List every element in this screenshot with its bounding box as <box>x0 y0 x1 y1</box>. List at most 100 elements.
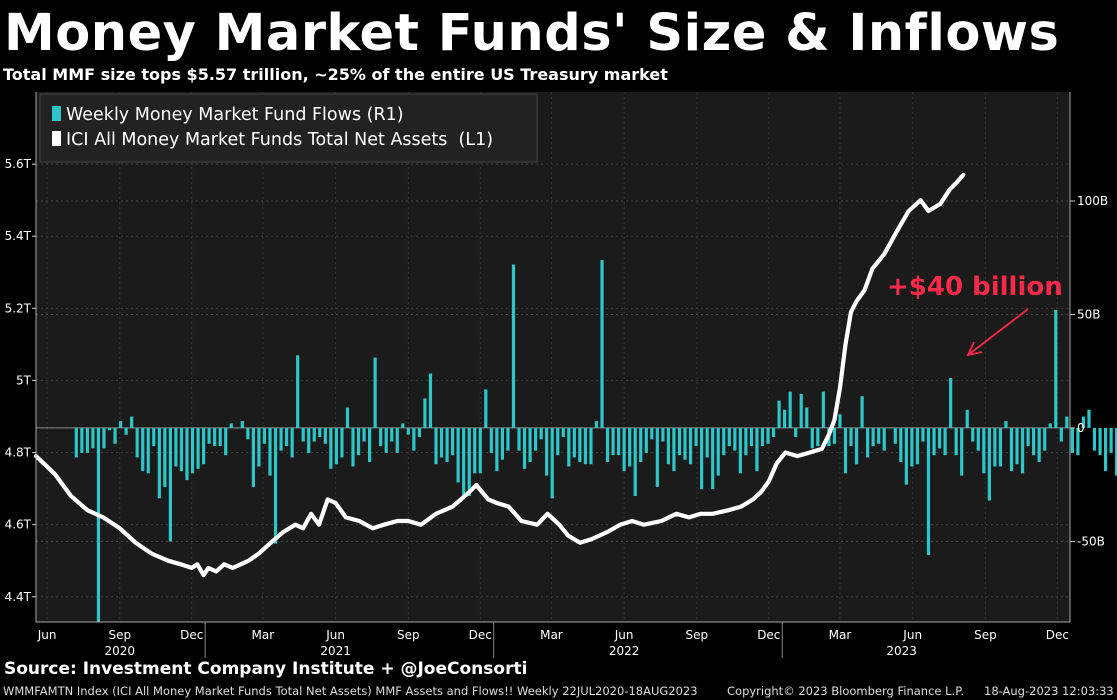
flow-bar <box>201 427 206 465</box>
flow-bar <box>993 427 997 467</box>
x-year-label: 2020 <box>105 644 136 658</box>
flow-bar <box>296 355 300 428</box>
flow-bar <box>113 427 117 444</box>
x-tick-label: Jun <box>325 628 345 642</box>
left-tick-label: 5T <box>16 373 32 387</box>
flow-bar <box>107 427 112 431</box>
flow-bar <box>462 427 466 499</box>
x-year-label: 2021 <box>320 644 351 658</box>
flow-bar <box>766 427 770 444</box>
flow-bar <box>445 427 449 462</box>
flow-bar <box>711 427 715 490</box>
flow-bar <box>600 259 604 428</box>
flow-bar <box>1081 416 1086 428</box>
flow-bar <box>960 427 964 476</box>
left-tick-label: 5.6T <box>5 157 32 171</box>
flow-bar <box>1098 427 1102 456</box>
flow-bar <box>655 427 659 487</box>
flow-bar <box>268 427 272 476</box>
flow-bar <box>500 427 505 460</box>
x-tick-label: Mar <box>540 628 563 642</box>
x-tick-label: Dec <box>469 628 492 642</box>
flow-bar <box>185 427 189 481</box>
flow-bar <box>843 427 848 474</box>
flow-bar <box>561 427 565 438</box>
flow-bar <box>196 427 200 469</box>
flow-bar <box>495 427 499 472</box>
flow-bar <box>755 427 759 472</box>
flow-bar <box>323 427 327 444</box>
flow-bar <box>345 407 350 428</box>
flow-bar <box>594 421 599 428</box>
legend-box <box>39 93 538 163</box>
flow-bar <box>788 391 792 428</box>
flow-bar <box>307 427 311 453</box>
x-tick-label: Sep <box>974 628 997 642</box>
flow-bar <box>893 427 897 444</box>
flow-bar <box>273 427 278 544</box>
flow-bar <box>545 427 549 476</box>
flow-bar <box>367 427 372 462</box>
flow-bar <box>74 427 78 458</box>
chart-subtitle: Total MMF size tops $5.57 trillion, ~25%… <box>3 65 668 84</box>
x-tick-label: Sep <box>108 628 131 642</box>
flow-bar <box>384 427 388 453</box>
flow-bar <box>152 427 156 447</box>
flow-bar <box>251 427 255 487</box>
flow-bar <box>1087 409 1091 428</box>
flow-bar <box>749 427 754 447</box>
right-tick-label: 50B <box>1077 307 1101 321</box>
flow-bar <box>589 427 593 465</box>
flow-bar <box>572 427 576 458</box>
flow-bar <box>290 427 294 458</box>
flow-bar <box>312 427 316 442</box>
x-year-label: 2022 <box>609 644 640 658</box>
flow-bar <box>135 427 139 458</box>
flow-bar <box>257 427 261 467</box>
flow-bar <box>816 427 820 447</box>
x-tick-label: Dec <box>757 628 780 642</box>
flow-bar <box>390 427 394 442</box>
left-tick-label: 5.2T <box>5 301 32 315</box>
flow-bar <box>677 427 682 456</box>
x-tick-label: Dec <box>180 628 203 642</box>
flow-bar <box>434 427 438 465</box>
flow-bar <box>218 427 222 447</box>
flow-bar <box>639 427 643 462</box>
flow-bar <box>888 427 892 429</box>
flow-bar <box>694 427 698 447</box>
flow-bar <box>130 416 134 428</box>
flow-bar <box>1037 427 1041 462</box>
flow-bar <box>849 427 853 447</box>
flow-bar <box>949 378 953 428</box>
flow-bar <box>683 427 687 460</box>
flow-bar <box>224 427 228 456</box>
right-tick-label: -50B <box>1077 534 1105 548</box>
x-year-label: 2023 <box>886 644 917 658</box>
flow-bar <box>301 427 305 442</box>
flow-bar <box>334 427 338 465</box>
flow-bar <box>633 427 637 497</box>
annotation-text: +$40 billion <box>887 272 1063 302</box>
flow-bar <box>628 427 632 467</box>
flow-bar <box>771 427 776 438</box>
flow-bar <box>567 427 571 467</box>
flow-bar <box>1043 427 1047 451</box>
flow-bar <box>1020 427 1025 474</box>
flow-bar <box>910 427 914 467</box>
flow-bar <box>428 373 433 428</box>
flow-bar <box>439 427 444 458</box>
flow-bar <box>1103 427 1108 472</box>
flow-bar <box>799 393 803 428</box>
flow-bars <box>74 259 1117 628</box>
flow-bar <box>362 427 366 442</box>
footer-timestamp: 18-Aug-2023 12:03:33 <box>984 684 1114 698</box>
flow-bar <box>860 396 864 428</box>
flow-bar <box>1004 421 1008 428</box>
flow-bar <box>174 427 178 467</box>
right-tick-label: 100B <box>1077 194 1108 208</box>
flow-bar <box>85 427 89 453</box>
x-axis: Jun Sep Dec Mar Jun Sep Dec Mar Jun Sep Dec Mar Jun S… <box>0 621 1117 658</box>
flow-bar <box>783 409 787 428</box>
flow-bar <box>1009 427 1014 472</box>
